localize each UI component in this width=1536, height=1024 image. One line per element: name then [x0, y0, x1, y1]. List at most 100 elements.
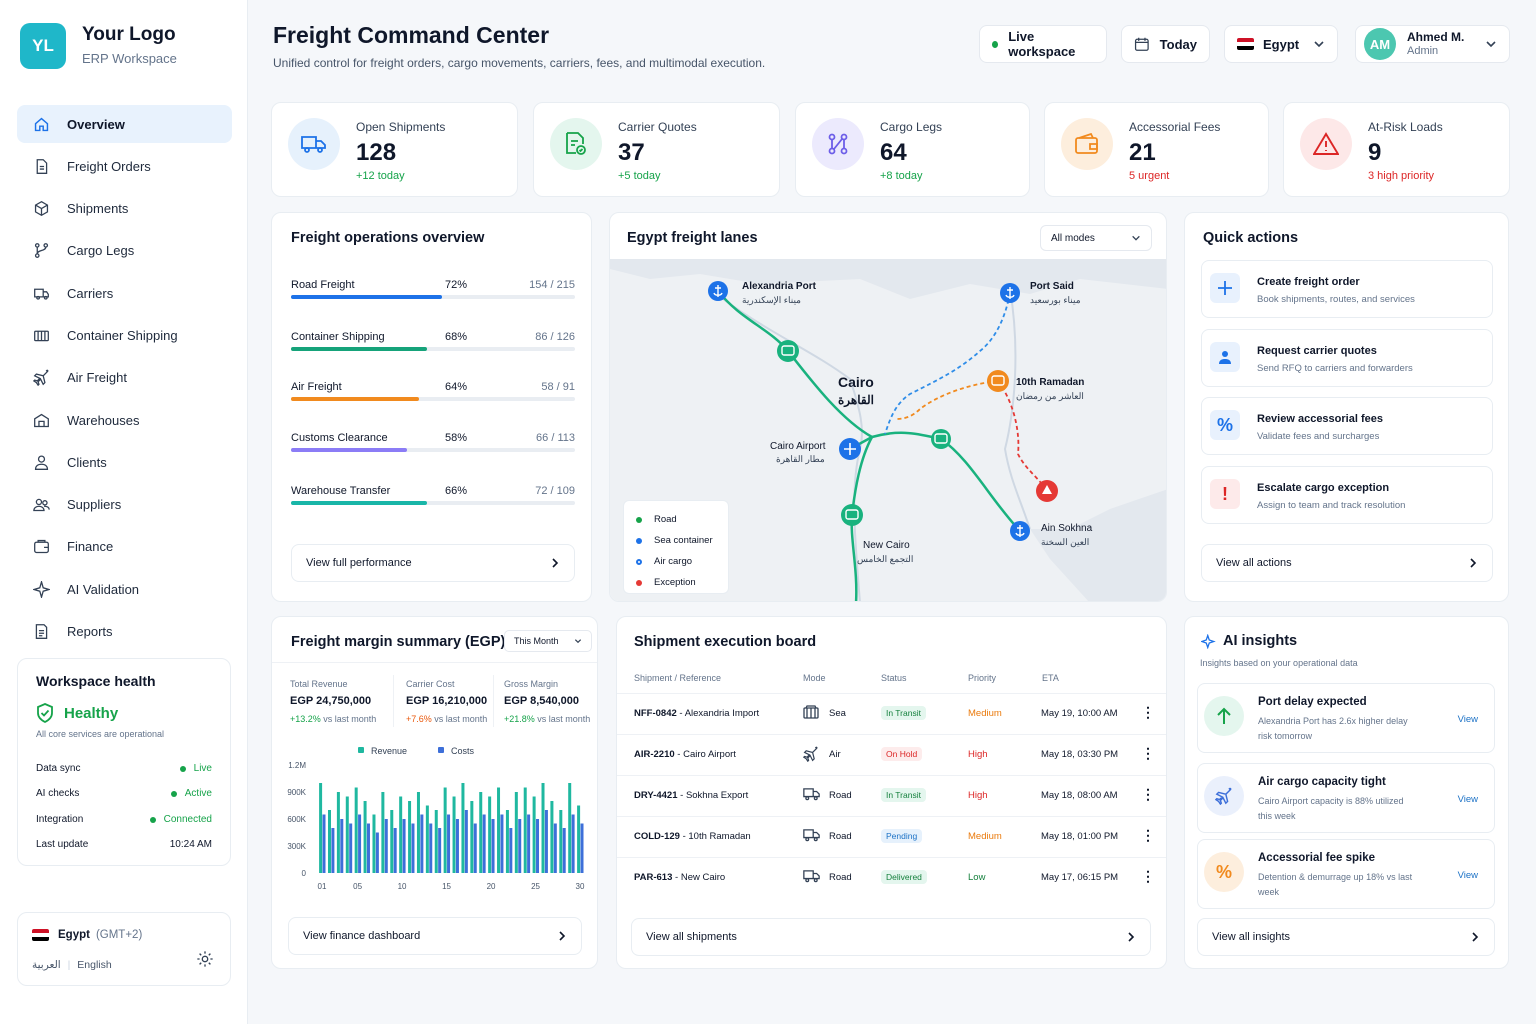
sidebar-item-finance[interactable]: Finance [17, 528, 232, 566]
sidebar-item-label: Overview [67, 116, 125, 132]
date-picker-button[interactable]: Today [1121, 25, 1210, 63]
view-all-insights-button[interactable]: View all insights [1197, 918, 1495, 956]
link-label: View full performance [306, 557, 412, 569]
card-title: Quick actions [1203, 230, 1299, 246]
view-all-actions-button[interactable]: View all actions [1201, 544, 1493, 582]
more-options-icon[interactable]: ⋮ [1141, 745, 1155, 761]
insight-air-capacity[interactable]: Air cargo capacity tight Cairo Airport c… [1197, 763, 1495, 833]
health-row: Data sync Live [36, 763, 212, 774]
road-hub-marker[interactable] [931, 429, 951, 449]
more-options-icon[interactable]: ⋮ [1141, 704, 1155, 720]
shipment-reference: DRY-4421 - Sokhna Export [634, 790, 749, 801]
metric-value: EGP 24,750,000 [290, 695, 372, 707]
health-description: All core services are operational [36, 729, 165, 739]
ops-row-percent: 64% [445, 381, 468, 393]
view-all-shipments-button[interactable]: View all shipments [631, 918, 1151, 956]
port-said-marker[interactable] [1000, 283, 1020, 303]
mode-filter-select[interactable]: All modes [1040, 225, 1152, 251]
chart-bar [455, 819, 459, 873]
language-switcher: العربية | English [32, 959, 112, 971]
kpi-open-shipments[interactable]: Open Shipments 128 +12 today [271, 102, 518, 197]
settings-gear-icon[interactable] [196, 950, 214, 968]
report-icon [35, 624, 48, 639]
sidebar-item-air-freight[interactable]: Air Freight [17, 359, 232, 397]
sidebar-item-warehouses[interactable]: Warehouses [17, 401, 232, 439]
sidebar-item-carriers[interactable]: Carriers [17, 274, 232, 312]
sidebar-item-label: Cargo Legs [67, 243, 135, 259]
legend-item: Road [636, 509, 728, 530]
shipment-id: AIR-2210 [634, 749, 675, 760]
table-row[interactable]: NFF-0842 - Alexandria Import Sea In Transi… [617, 693, 1166, 733]
link-label: View all actions [1216, 557, 1292, 569]
table-row[interactable]: AIR-2210 - Cairo Airport Air On Hold High Ma… [617, 734, 1166, 774]
chart-bar [331, 828, 335, 873]
health-row-value: Live [179, 763, 212, 774]
road-hub-marker[interactable] [777, 340, 799, 362]
more-options-icon[interactable]: ⋮ [1141, 786, 1155, 802]
new-cairo-marker[interactable] [841, 504, 863, 526]
margin-bar-chart[interactable]: Revenue Costs 1.2M 900K 600K 300K 0 01 05 10 15 20 2… [282, 741, 592, 903]
exception-marker[interactable] [1036, 480, 1058, 502]
ops-row: Warehouse Transfer 66% 72 / 109 [291, 485, 575, 515]
status-dot [179, 765, 186, 772]
kpi-carrier-quotes[interactable]: Carrier Quotes 37 +5 today [533, 102, 780, 197]
create-freight-order-action[interactable]: Create freight order Book shipments, rou… [1201, 260, 1493, 318]
lang-arabic[interactable]: العربية [32, 959, 61, 971]
sidebar-item-ai-validation[interactable]: AI Validation [17, 570, 232, 608]
status-badge: On Hold [881, 747, 923, 761]
view-full-performance-button[interactable]: View full performance [291, 544, 575, 582]
kpi-at-risk-loads[interactable]: At-Risk Loads 9 3 high priority [1283, 102, 1510, 197]
insight-view-link[interactable]: View [1457, 870, 1478, 881]
insight-port-delay[interactable]: Port delay expected Alexandria Port has … [1197, 683, 1495, 753]
health-status: Healthy [36, 703, 118, 723]
request-carrier-quotes-action[interactable]: Request carrier quotes Send RFQ to carri… [1201, 329, 1493, 387]
more-options-icon[interactable]: ⋮ [1141, 868, 1155, 884]
chart-bar [336, 792, 340, 873]
table-row[interactable]: COLD-129 - 10th Ramadan Road Pending Medium… [617, 816, 1166, 856]
plane-icon [33, 369, 49, 387]
legend-label: Sea container [654, 535, 713, 546]
insight-fee-spike[interactable]: % Accessorial fee spike Detention & demu… [1197, 839, 1495, 909]
sidebar-item-clients[interactable]: Clients [17, 443, 232, 481]
insight-view-link[interactable]: View [1457, 714, 1478, 725]
map-label: Alexandria Port [742, 281, 817, 292]
live-workspace-button[interactable]: Live workspace [979, 25, 1107, 63]
ramadan-hub-marker[interactable] [987, 370, 1009, 392]
sidebar-item-freight-orders[interactable]: Freight Orders [17, 147, 232, 185]
sidebar-item-suppliers[interactable]: Suppliers [17, 486, 232, 524]
chart-bar [544, 810, 548, 873]
period-select[interactable]: This Month [504, 630, 592, 652]
review-accessorial-fees-action[interactable]: % Review accessorial fees Validate fees … [1201, 397, 1493, 455]
sidebar-item-overview[interactable]: Overview [17, 105, 232, 143]
kpi-label: At-Risk Loads [1368, 120, 1443, 134]
sidebar-item-container-shipping[interactable]: Container Shipping [17, 316, 232, 354]
metric-note: vs last month [537, 714, 591, 724]
lang-english[interactable]: English [77, 959, 112, 971]
sea-area [610, 259, 1166, 299]
more-options-icon[interactable]: ⋮ [1141, 827, 1155, 843]
sidebar-item-cargo-legs[interactable]: Cargo Legs [17, 232, 232, 270]
alexandria-port-marker[interactable] [708, 281, 728, 301]
users-icon [33, 498, 50, 512]
user-icon [34, 455, 49, 470]
kpi-cargo-legs[interactable]: Cargo Legs 64 +8 today [795, 102, 1030, 197]
insight-view-link[interactable]: View [1457, 794, 1478, 805]
sidebar-item-shipments[interactable]: Shipments [17, 190, 232, 228]
ain-sokhna-marker[interactable] [1010, 521, 1030, 541]
table-row[interactable]: PAR-613 - New Cairo Road Delivered Low May 1… [617, 857, 1166, 897]
table-row[interactable]: DRY-4421 - Sokhna Export Road In Transit Hi… [617, 775, 1166, 815]
column-header: ETA [1042, 673, 1059, 683]
view-finance-dashboard-button[interactable]: View finance dashboard [288, 917, 582, 955]
workspace-health-card: Workspace health Healthy All core servic… [17, 658, 231, 866]
kpi-accessorial-fees[interactable]: Accessorial Fees 21 5 urgent [1044, 102, 1269, 197]
truck-icon [288, 118, 340, 170]
user-menu[interactable]: AM Ahmed M. Admin [1355, 25, 1510, 63]
country-select[interactable]: Egypt [1224, 25, 1338, 63]
exclamation-icon: ! [1210, 479, 1240, 509]
chart-bar [375, 832, 379, 873]
escalate-cargo-exception-action[interactable]: ! Escalate cargo exception Assign to tea… [1201, 466, 1493, 524]
cairo-airport-marker[interactable] [839, 438, 861, 460]
shipment-execution-board: Shipment execution board Shipment / Refe… [616, 616, 1167, 969]
sidebar-item-reports[interactable]: Reports [17, 613, 232, 651]
lang-separator: | [67, 959, 71, 971]
